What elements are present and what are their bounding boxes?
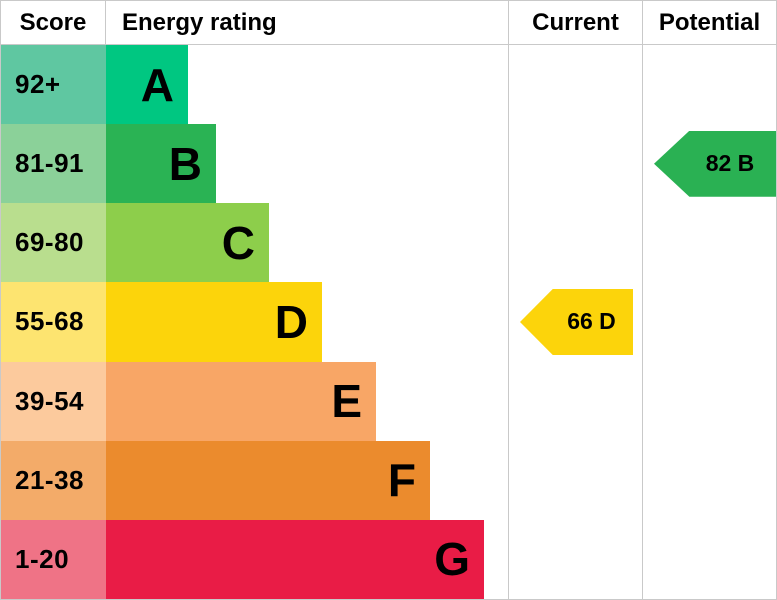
score-range-cell: 92+	[1, 45, 106, 125]
rating-band: F	[106, 440, 430, 520]
rating-band-area: E	[106, 361, 508, 441]
score-column-header: Score	[1, 1, 106, 44]
rating-band-area: A	[106, 45, 508, 125]
rating-band: G	[106, 519, 484, 599]
current-cell	[508, 45, 642, 125]
rating-row: 69-80 C	[1, 203, 776, 283]
rating-band: C	[106, 203, 269, 283]
rating-row: 55-68 D 66 D	[1, 282, 776, 362]
score-range-cell: 69-80	[1, 203, 106, 283]
rating-row: 81-91 B 82 B	[1, 124, 776, 204]
potential-cell	[642, 282, 776, 362]
potential-column-header: Potential	[642, 1, 776, 44]
score-range-cell: 55-68	[1, 282, 106, 362]
score-range-cell: 21-38	[1, 440, 106, 520]
rating-row: 92+ A	[1, 45, 776, 125]
potential-cell: 82 B	[642, 124, 776, 204]
rating-band-area: G	[106, 519, 508, 599]
current-cell	[508, 203, 642, 283]
score-range-cell: 81-91	[1, 124, 106, 204]
current-column-header: Current	[508, 1, 642, 44]
potential-rating-arrow: 82 B	[654, 130, 776, 197]
rating-band-area: B	[106, 124, 508, 204]
rating-band: D	[106, 282, 322, 362]
rating-band-area: D	[106, 282, 508, 362]
rating-band: A	[106, 45, 188, 125]
header-row: Score Energy rating Current Potential	[1, 1, 776, 45]
rating-row: 1-20 G	[1, 519, 776, 599]
rating-band-area: F	[106, 440, 508, 520]
rating-rows: 92+ A 81-91 B 82 B 69-80 C 55-68 D 66 D …	[1, 45, 776, 599]
current-cell	[508, 361, 642, 441]
potential-cell	[642, 440, 776, 520]
potential-cell	[642, 519, 776, 599]
rating-row: 39-54 E	[1, 361, 776, 441]
score-range-cell: 39-54	[1, 361, 106, 441]
current-cell	[508, 440, 642, 520]
potential-cell	[642, 203, 776, 283]
current-cell	[508, 124, 642, 204]
score-range-cell: 1-20	[1, 519, 106, 599]
potential-cell	[642, 45, 776, 125]
current-cell	[508, 519, 642, 599]
rating-band-area: C	[106, 203, 508, 283]
current-cell: 66 D	[508, 282, 642, 362]
rating-row: 21-38 F	[1, 440, 776, 520]
rating-band: E	[106, 361, 376, 441]
potential-cell	[642, 361, 776, 441]
energy-rating-column-header: Energy rating	[122, 8, 277, 36]
rating-band: B	[106, 124, 216, 204]
current-rating-arrow: 66 D	[520, 288, 633, 355]
